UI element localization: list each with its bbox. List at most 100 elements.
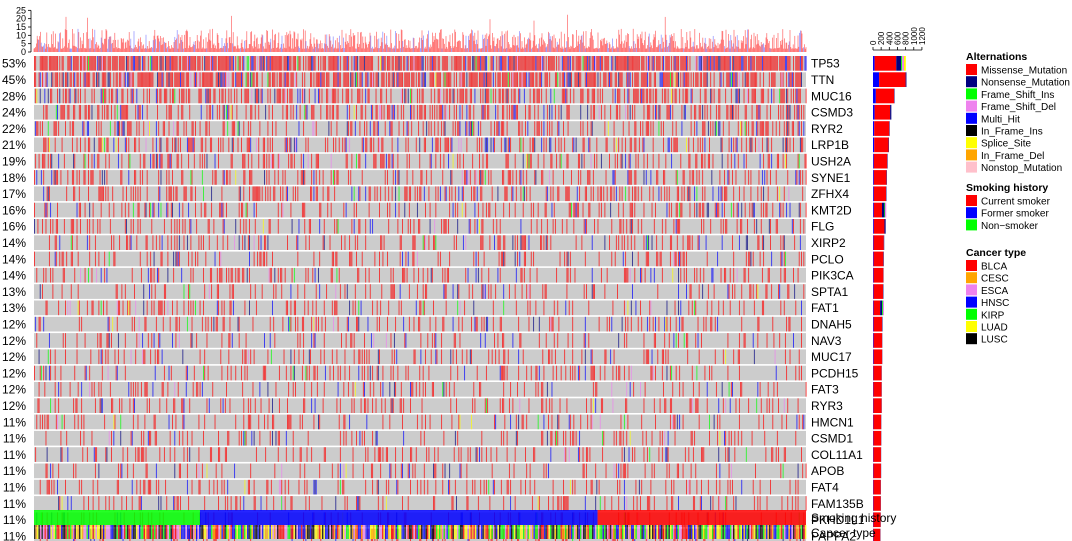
mutation-cell <box>720 137 722 153</box>
mutation-cell <box>690 284 692 299</box>
mutation-cell <box>160 300 162 316</box>
mutation-cell <box>435 137 437 153</box>
mutation-cell <box>132 88 134 104</box>
mutation-cell <box>272 153 273 169</box>
mutation-cell <box>375 72 377 87</box>
mutation-cell <box>90 56 92 71</box>
mutation-cell <box>753 219 755 234</box>
mutation-cell <box>529 267 531 283</box>
mutation-cell <box>177 137 179 153</box>
mutation-cell <box>484 88 486 104</box>
mutation-cell <box>517 72 518 87</box>
mutation-cell <box>434 333 436 348</box>
mutation-cell <box>581 153 583 169</box>
mutation-cell <box>78 104 80 120</box>
mutation-cell <box>761 56 763 71</box>
mutation-cell <box>583 284 585 299</box>
mutation-cell <box>613 170 615 185</box>
mutation-cell <box>310 186 311 202</box>
mutation-cell <box>483 72 485 87</box>
mutation-cell <box>733 72 735 87</box>
mutation-cell <box>319 72 321 87</box>
mutation-cell <box>609 316 610 332</box>
mutation-cell <box>142 72 144 87</box>
mutation-cell <box>488 104 490 120</box>
mutation-cell <box>448 267 449 283</box>
mutation-cell <box>790 88 792 104</box>
mutation-cell <box>586 72 587 87</box>
mutation-cell <box>645 88 647 104</box>
mutation-cell <box>480 186 482 202</box>
mutation-cell <box>396 349 398 365</box>
mutation-cell <box>538 72 540 87</box>
mutation-cell <box>515 267 517 283</box>
mutation-cell <box>577 72 579 87</box>
mutation-cell <box>176 121 178 136</box>
mutation-cell <box>587 56 589 71</box>
mutation-cell <box>707 121 709 136</box>
mutation-cell <box>157 267 158 283</box>
mutation-cell <box>477 251 479 267</box>
mutation-cell <box>643 170 645 185</box>
mutation-cell <box>696 202 698 218</box>
mutation-cell <box>566 56 568 71</box>
mutation-cell <box>229 170 231 185</box>
mutation-cell <box>490 56 492 71</box>
mutation-cell <box>474 219 476 234</box>
mutation-cell <box>729 267 731 283</box>
mutation-cell <box>690 72 692 87</box>
mutation-cell <box>549 137 551 153</box>
mutation-cell <box>322 56 324 71</box>
mutation-cell <box>127 72 129 87</box>
mutation-cell <box>471 121 472 136</box>
mutation-cell <box>238 72 240 87</box>
mutation-cell <box>303 202 305 218</box>
mutation-cell <box>752 56 754 71</box>
mutation-cell <box>365 267 367 283</box>
mutation-cell <box>297 56 299 71</box>
mutation-cell <box>244 349 246 365</box>
mutation-cell <box>218 56 219 71</box>
mutation-cell <box>89 72 91 87</box>
mutation-cell <box>119 235 121 250</box>
mutation-cell <box>632 202 633 218</box>
mutation-cell <box>481 72 483 87</box>
mutation-cell <box>163 300 165 316</box>
mutation-cell <box>50 88 52 104</box>
mutation-cell <box>629 56 631 71</box>
mutation-cell <box>243 186 245 202</box>
mutation-cell <box>250 284 252 299</box>
mutation-cell <box>782 56 784 71</box>
mutation-cell <box>565 186 567 202</box>
mutation-cell <box>667 88 669 104</box>
mutation-cell <box>404 333 406 348</box>
mutation-cell <box>274 56 276 71</box>
mutation-cell <box>779 333 781 348</box>
mutation-cell <box>534 104 536 120</box>
mutation-cell <box>485 316 487 332</box>
mutation-cell <box>487 72 489 87</box>
mutation-cell <box>612 88 614 104</box>
mutation-cell <box>779 202 781 218</box>
mutation-cell <box>452 316 454 332</box>
mutation-cell <box>629 137 631 153</box>
mutation-cell <box>511 186 513 202</box>
mutation-cell <box>246 202 248 218</box>
mutation-cell <box>330 202 332 218</box>
mutation-cell <box>803 219 805 234</box>
mutation-cell <box>734 284 736 299</box>
mutation-cell <box>623 88 625 104</box>
mutation-cell <box>457 284 459 299</box>
mutation-cell <box>545 284 547 299</box>
mutation-cell <box>188 137 190 153</box>
mutation-cell <box>206 333 208 348</box>
mutation-cell <box>491 186 493 202</box>
mutation-cell <box>145 72 147 87</box>
mutation-cell <box>159 235 161 250</box>
mutation-cell <box>241 137 242 153</box>
mutation-cell <box>195 251 196 267</box>
mutation-cell <box>542 349 544 365</box>
mutation-cell <box>219 202 221 218</box>
mutation-cell <box>445 137 447 153</box>
mutation-cell <box>245 219 247 234</box>
